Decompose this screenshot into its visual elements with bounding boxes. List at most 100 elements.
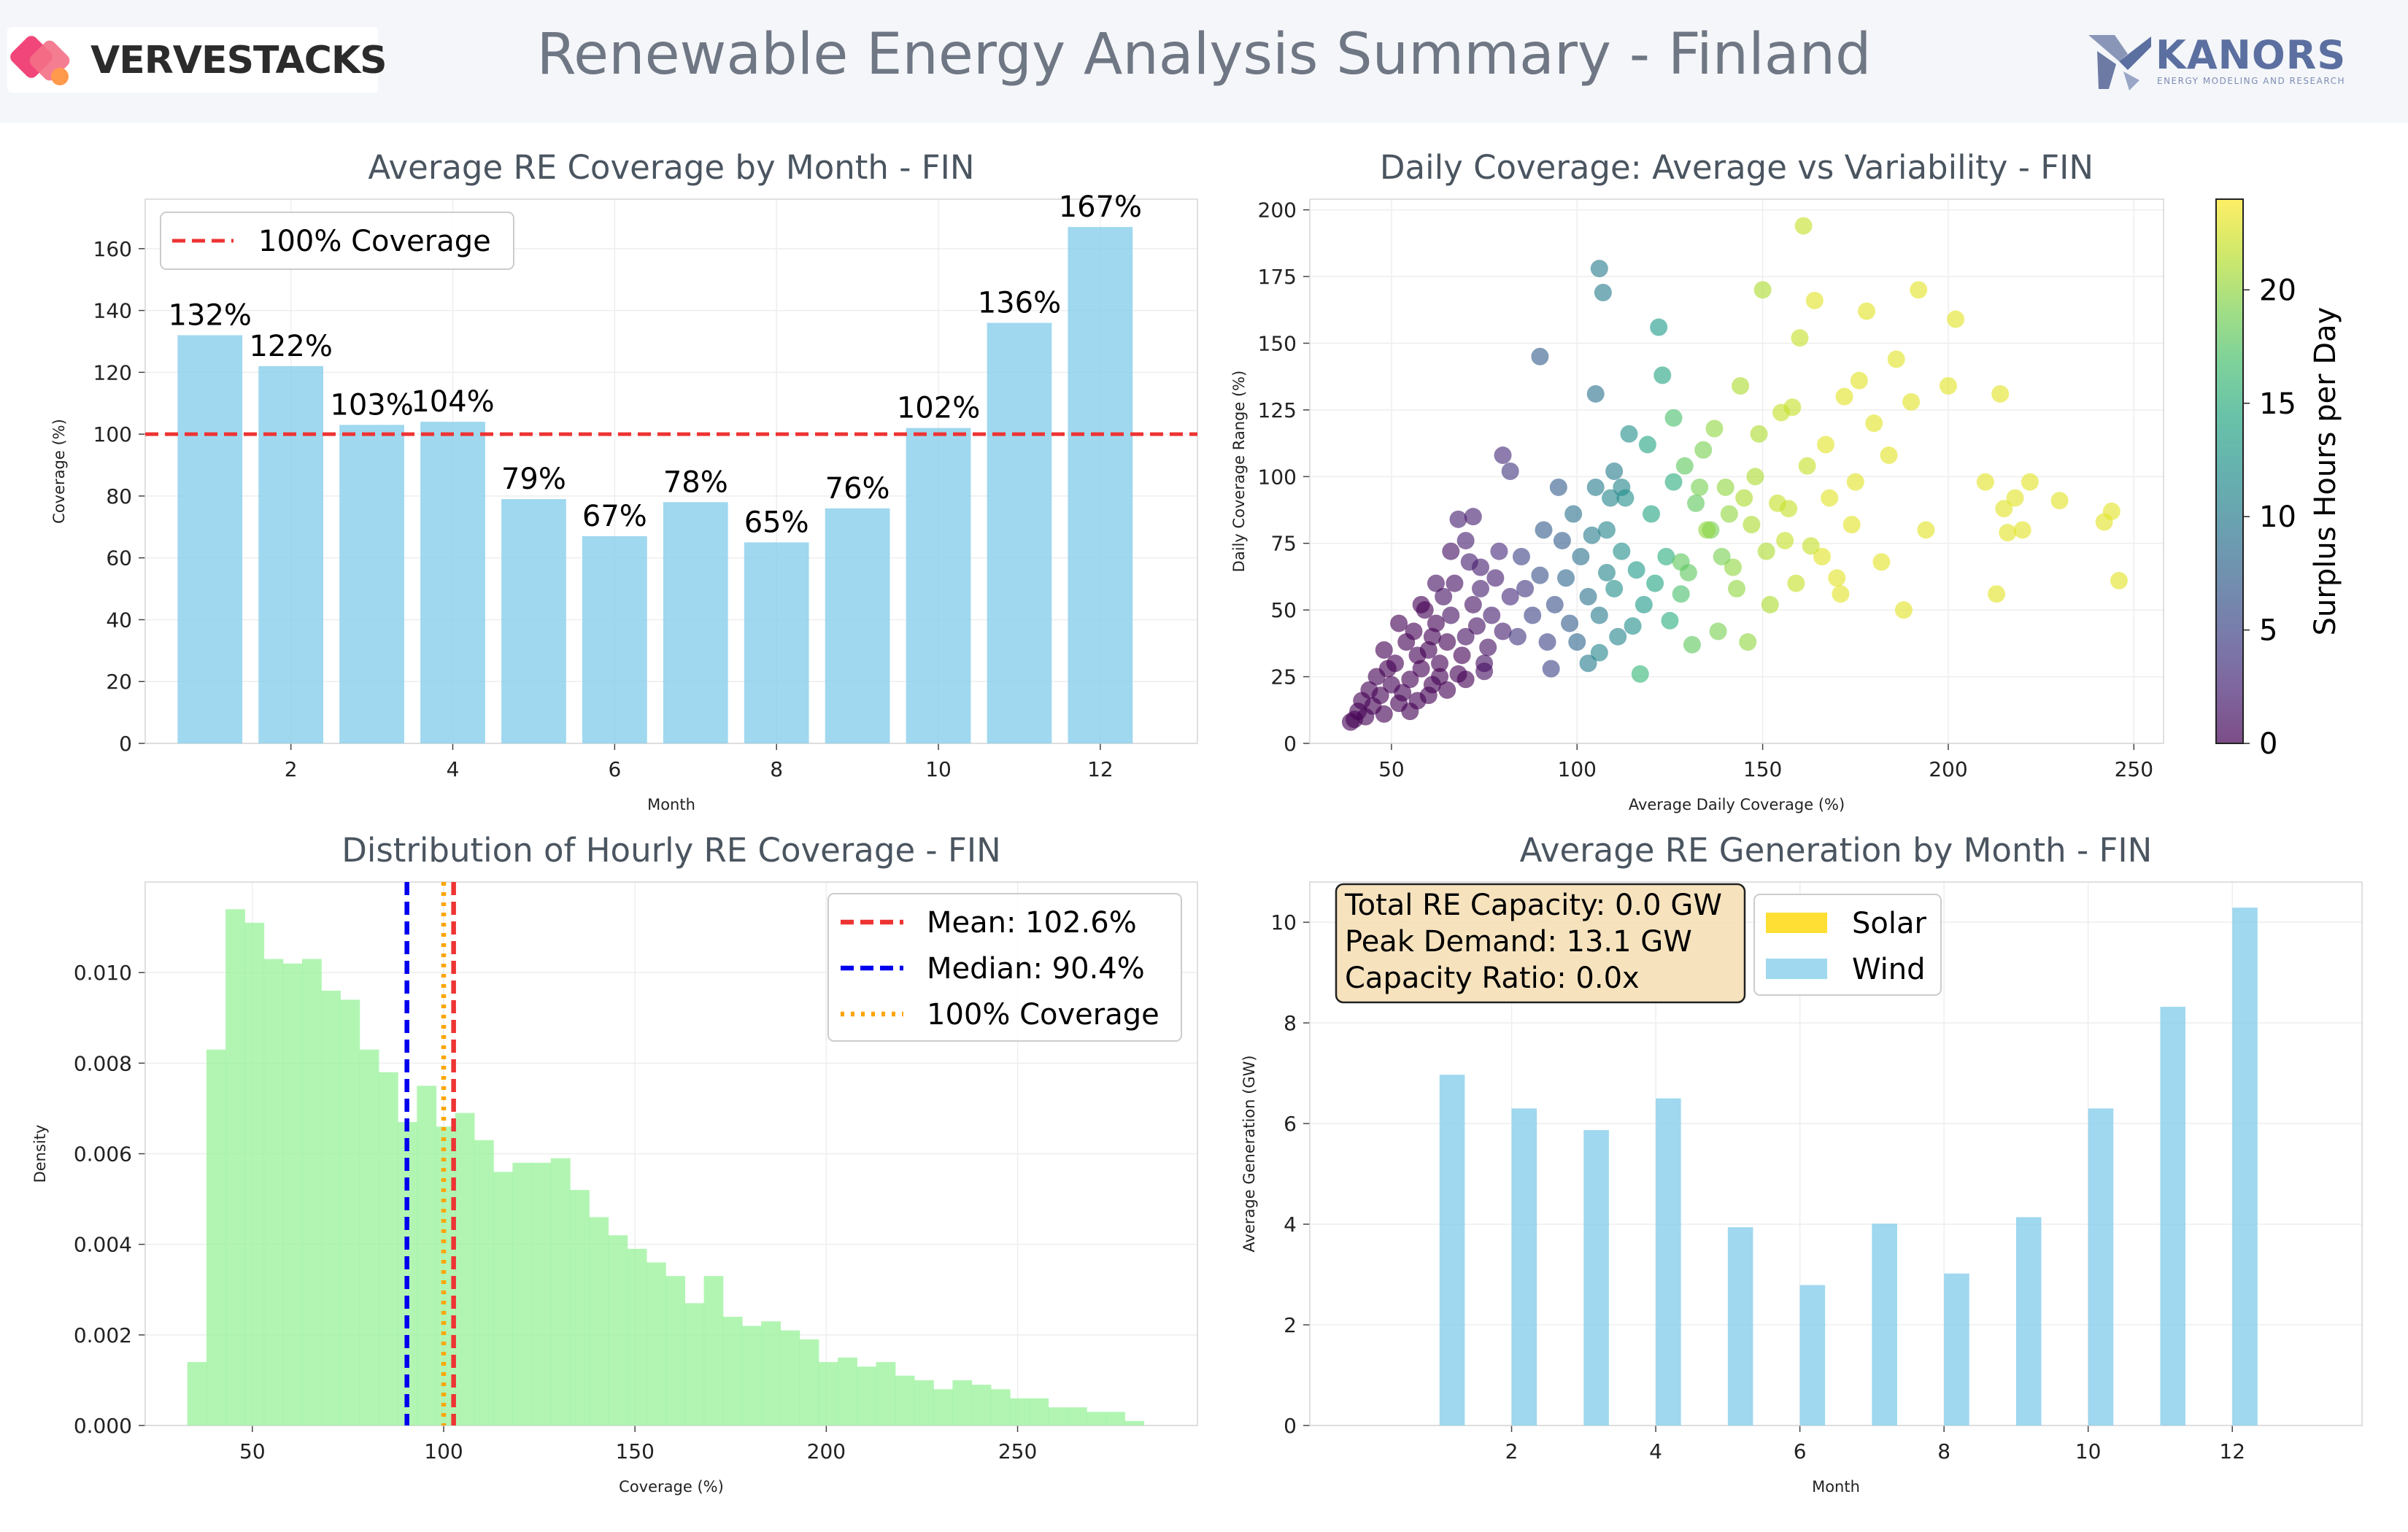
colorbar-tick-label: 5 — [2259, 614, 2277, 648]
annotation-line: Peak Demand: 13.1 GW — [1345, 925, 1692, 959]
coverage-bar-label: 79% — [501, 463, 566, 496]
x-tick-label: 200 — [807, 1439, 846, 1463]
scatter-point — [1750, 425, 1768, 443]
scatter-point — [1590, 643, 1608, 662]
scatter-point — [1479, 638, 1497, 657]
chart-title: Average RE Coverage by Month - FIN — [368, 148, 974, 187]
scatter-point — [1405, 622, 1423, 641]
y-tick-label: 150 — [1258, 331, 1297, 355]
scatter-point — [1386, 654, 1404, 673]
histogram-bar — [570, 1190, 590, 1425]
scatter-point — [1353, 692, 1371, 710]
scatter-point — [1705, 419, 1724, 438]
y-tick-label: 4 — [1284, 1212, 1297, 1237]
histogram-bar — [990, 1389, 1011, 1425]
scatter-point — [1431, 654, 1449, 673]
scatter-point — [1991, 384, 2010, 403]
histogram-bar — [417, 1086, 437, 1425]
y-axis-label: Daily Coverage Range (%) — [1230, 371, 1248, 573]
scatter-point — [1887, 350, 1905, 368]
legend-label-solar: Solar — [1852, 907, 1926, 940]
scatter-point — [1597, 521, 1616, 539]
kanors-logo-text: KANORS — [2156, 32, 2347, 78]
histogram-bar — [512, 1162, 533, 1425]
scatter-point — [1446, 574, 1464, 592]
histogram-bar — [895, 1375, 915, 1425]
scatter-point — [1988, 585, 2006, 603]
y-tick-label: 75 — [1270, 532, 1297, 556]
y-tick-label: 25 — [1270, 665, 1297, 689]
scatter-point — [1438, 633, 1456, 651]
x-tick-label: 2 — [285, 757, 298, 781]
scatter-point — [1579, 654, 1597, 673]
histogram-bar — [742, 1326, 762, 1425]
wind-bar — [1439, 1075, 1465, 1425]
scatter-point — [1412, 659, 1430, 678]
coverage-bar — [177, 335, 243, 743]
histogram-bar — [684, 1303, 705, 1425]
colorbar-tick-label: 0 — [2259, 727, 2277, 761]
histogram-bar — [1067, 1407, 1087, 1425]
histogram-bar — [799, 1339, 819, 1425]
y-tick-label: 0 — [1284, 732, 1297, 756]
scatter-point — [1772, 403, 1791, 422]
histogram-bar — [1048, 1407, 1068, 1425]
x-tick-label: 6 — [608, 757, 621, 781]
kanors-logo-tagline: ENERGY MODELING AND RESEARCH — [2157, 76, 2345, 86]
scatter-point — [1627, 561, 1645, 579]
histogram-bar — [1029, 1398, 1049, 1425]
x-tick-label: 200 — [1929, 757, 1967, 781]
y-tick-label: 0 — [1284, 1414, 1297, 1438]
histogram-bar — [550, 1158, 571, 1425]
coverage-bar-label: 78% — [663, 465, 728, 499]
page-title: Renewable Energy Analysis Summary - Finl… — [536, 22, 1872, 88]
annotation-line: Capacity Ratio: 0.0x — [1345, 962, 1640, 995]
legend-swatch-solar — [1766, 913, 1827, 933]
scatter-point — [1557, 569, 1575, 587]
scatter-point — [1643, 505, 1660, 523]
scatter-point — [2013, 521, 2031, 539]
scatter-point — [1858, 302, 1876, 320]
scatter-point — [1464, 595, 1482, 614]
scatter-point — [1423, 627, 1441, 646]
wind-bar — [1511, 1108, 1537, 1425]
scatter-point — [1638, 436, 1656, 454]
scatter-point — [1802, 537, 1820, 555]
y-axis-label: Density — [31, 1125, 49, 1183]
histogram-bar — [876, 1362, 896, 1425]
coverage-bar — [501, 499, 566, 743]
y-tick-label: 80 — [106, 484, 132, 508]
scatter-point — [1390, 614, 1408, 632]
scatter-point — [1687, 494, 1705, 512]
x-axis-label: Month — [1812, 1478, 1860, 1496]
y-tick-label: 6 — [1284, 1112, 1297, 1136]
x-tick-label: 2 — [1505, 1439, 1518, 1463]
histogram-bar — [474, 1140, 494, 1425]
histogram-bar — [225, 909, 245, 1425]
scatter-point — [1456, 627, 1475, 646]
x-tick-label: 100 — [424, 1439, 463, 1463]
vervestacks-logo: VERVESTACKS — [7, 27, 387, 93]
scatter-point — [1568, 633, 1586, 651]
scatter-point — [1675, 457, 1694, 475]
histogram-bar — [818, 1362, 838, 1425]
histogram-bar — [971, 1385, 992, 1425]
scatter-point — [1412, 595, 1430, 614]
y-axis-label: Average Generation (GW) — [1240, 1055, 1258, 1252]
scatter-point — [1691, 478, 1709, 496]
scatter-point — [2110, 571, 2128, 589]
y-tick-label: 100 — [1258, 465, 1297, 489]
scatter-point — [1653, 366, 1672, 384]
scatter-point — [1743, 516, 1761, 534]
coverage-bar-label: 67% — [582, 500, 647, 533]
scatter-point — [1490, 542, 1508, 560]
scatter-point — [1939, 376, 1957, 395]
colorbar-tick-label: 10 — [2259, 500, 2296, 534]
scatter-point — [1739, 633, 1757, 651]
y-tick-label: 0.002 — [74, 1323, 132, 1347]
histogram-bar — [589, 1217, 609, 1425]
scatter-point — [1605, 463, 1624, 480]
histogram-bar — [780, 1330, 800, 1425]
y-tick-label: 2 — [1284, 1313, 1297, 1337]
